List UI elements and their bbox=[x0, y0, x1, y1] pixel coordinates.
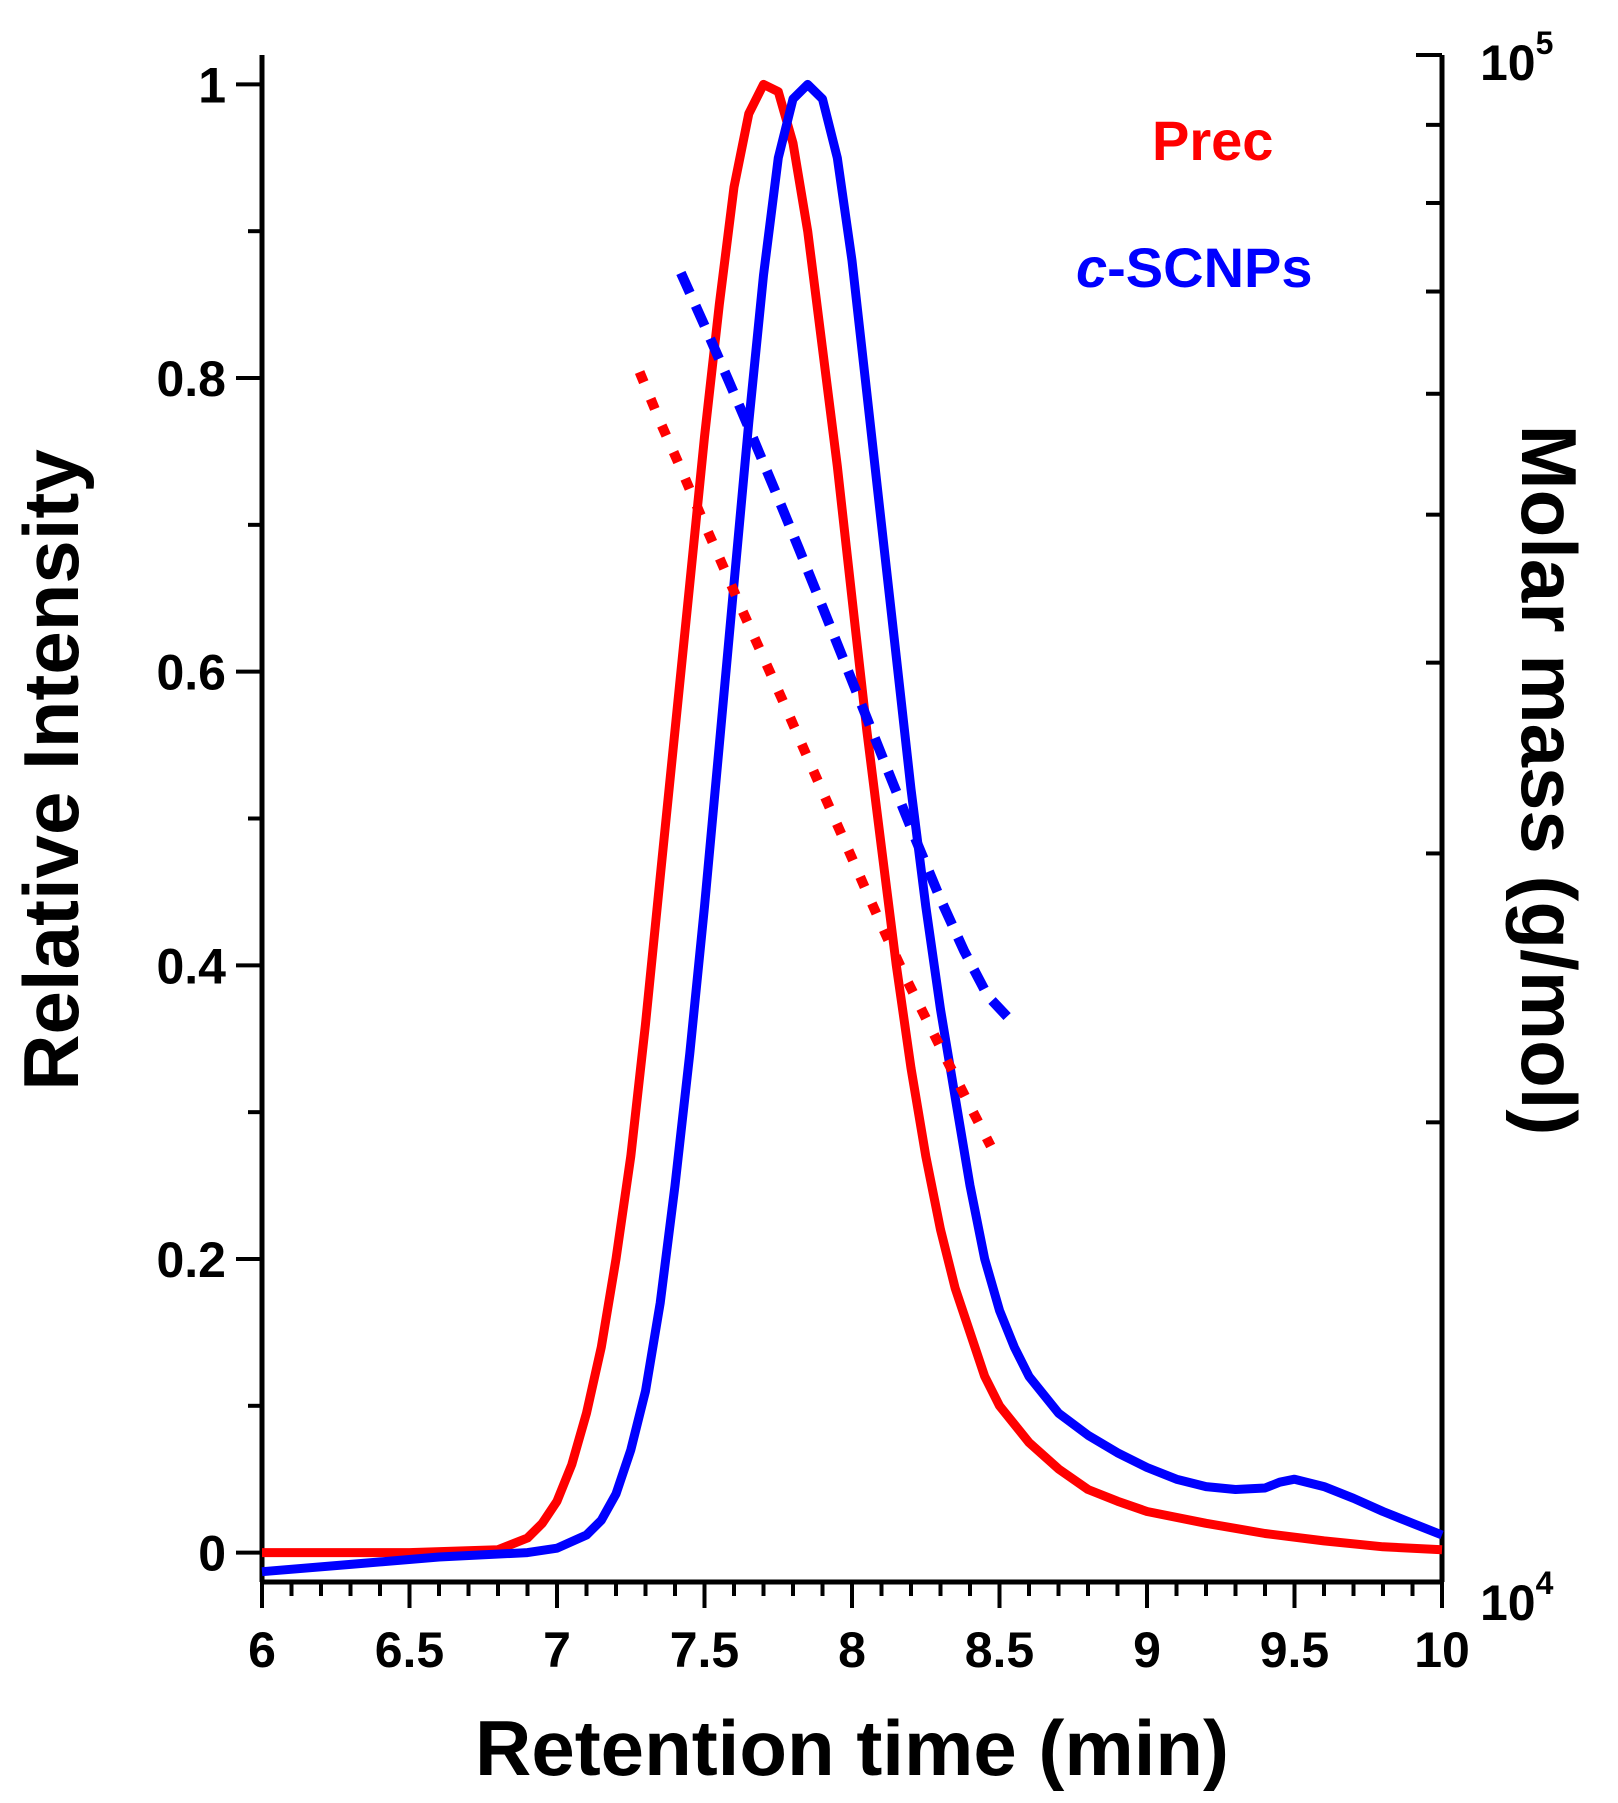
x-tick-label: 6 bbox=[248, 1622, 276, 1678]
legend-prec: Prec bbox=[1152, 109, 1273, 172]
x-tick-label: 8.5 bbox=[965, 1622, 1035, 1678]
y-ticks: 0 0.2 0.4 0.6 0.8 1 bbox=[156, 57, 262, 1582]
y-axis-title: Relative Intensity bbox=[7, 449, 95, 1091]
y2-tick-exponent: 4 bbox=[1536, 1565, 1554, 1601]
legend-c-scnps-main: -SCNPs bbox=[1107, 236, 1312, 299]
series-line-prec-molar-mass bbox=[634, 370, 996, 1149]
legend: Prec c-SCNPs bbox=[1076, 109, 1313, 299]
y-tick-label: 0.2 bbox=[156, 1232, 226, 1288]
y2-tick-base: 10 bbox=[1480, 1575, 1536, 1631]
y2-tick-label: 105 bbox=[1480, 25, 1553, 91]
x-ticks: 6 6.5 7 7.5 8 8.5 9 9.5 10 bbox=[248, 1582, 1470, 1678]
y-tick-label: 0.6 bbox=[156, 645, 226, 701]
x-tick-label: 7 bbox=[543, 1622, 571, 1678]
legend-c-scnps: c-SCNPs bbox=[1076, 236, 1313, 299]
x-tick-label: 8 bbox=[838, 1622, 866, 1678]
x-tick-label: 6.5 bbox=[375, 1622, 445, 1678]
y2-axis-title: Molar mass (g/mol) bbox=[1505, 425, 1593, 1136]
series-line-c-scnps bbox=[261, 79, 1444, 1577]
y-tick-label: 0.4 bbox=[156, 938, 226, 994]
series-line-prec bbox=[262, 79, 1443, 1558]
x-tick-label: 7.5 bbox=[670, 1622, 740, 1678]
y2-tick-exponent: 5 bbox=[1536, 25, 1554, 61]
x-tick-label: 10 bbox=[1414, 1622, 1470, 1678]
y-tick-label: 0.8 bbox=[156, 351, 226, 407]
y-tick-label: 0 bbox=[198, 1526, 226, 1582]
x-axis-title: Retention time (min) bbox=[475, 1704, 1229, 1792]
x-tick-label: 9.5 bbox=[1260, 1622, 1330, 1678]
y2-tick-base: 10 bbox=[1480, 35, 1536, 91]
y-tick-label: 1 bbox=[198, 57, 226, 113]
y2-tick-label: 104 bbox=[1480, 1565, 1554, 1631]
legend-c-scnps-prefix: c bbox=[1076, 236, 1107, 299]
x-tick-label: 9 bbox=[1133, 1622, 1161, 1678]
series-layer bbox=[261, 79, 1444, 1577]
